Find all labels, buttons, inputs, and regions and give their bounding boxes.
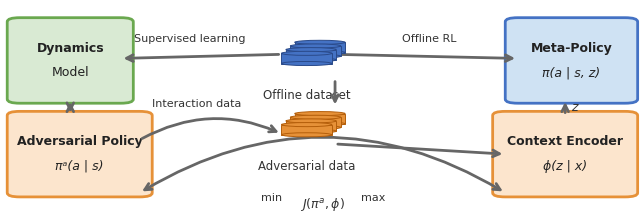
Bar (282, 125, 332, 135)
FancyBboxPatch shape (7, 111, 152, 197)
Ellipse shape (282, 122, 332, 127)
Text: Adversarial data: Adversarial data (258, 160, 355, 173)
Ellipse shape (294, 50, 345, 55)
Text: min: min (262, 193, 283, 203)
Text: π(a | s, z): π(a | s, z) (542, 66, 600, 79)
Ellipse shape (286, 129, 336, 133)
Ellipse shape (282, 133, 332, 137)
Ellipse shape (294, 40, 345, 44)
FancyBboxPatch shape (493, 111, 637, 197)
Ellipse shape (294, 112, 345, 116)
Bar (291, 117, 340, 127)
Bar (286, 121, 336, 131)
Ellipse shape (291, 54, 340, 58)
Text: Supervised learning: Supervised learning (134, 34, 246, 44)
Text: Offline dataset: Offline dataset (263, 89, 351, 102)
Ellipse shape (291, 125, 340, 130)
Ellipse shape (286, 119, 336, 123)
Text: Meta-Policy: Meta-Policy (531, 42, 612, 55)
Text: z: z (572, 101, 578, 114)
FancyBboxPatch shape (505, 18, 637, 103)
Text: ϕ(z | x): ϕ(z | x) (543, 160, 588, 173)
Text: Adversarial Policy: Adversarial Policy (17, 135, 143, 148)
Text: Model: Model (51, 66, 89, 79)
Ellipse shape (286, 48, 336, 52)
Bar (291, 46, 340, 56)
Ellipse shape (282, 51, 332, 55)
Text: Offline RL: Offline RL (403, 34, 457, 44)
Text: Interaction data: Interaction data (152, 99, 241, 109)
Text: max: max (361, 193, 385, 203)
Ellipse shape (282, 62, 332, 66)
Text: πᵃ(a | s): πᵃ(a | s) (56, 160, 104, 173)
FancyBboxPatch shape (7, 18, 133, 103)
Text: $J(\pi^a, \phi)$: $J(\pi^a, \phi)$ (300, 196, 345, 213)
Text: Dynamics: Dynamics (36, 42, 104, 55)
Bar (294, 114, 345, 124)
Ellipse shape (291, 44, 340, 48)
Ellipse shape (291, 115, 340, 119)
Bar (286, 50, 336, 60)
Ellipse shape (294, 122, 345, 126)
Ellipse shape (286, 58, 336, 62)
Bar (282, 53, 332, 63)
Bar (294, 42, 345, 53)
Text: Context Encoder: Context Encoder (507, 135, 623, 148)
